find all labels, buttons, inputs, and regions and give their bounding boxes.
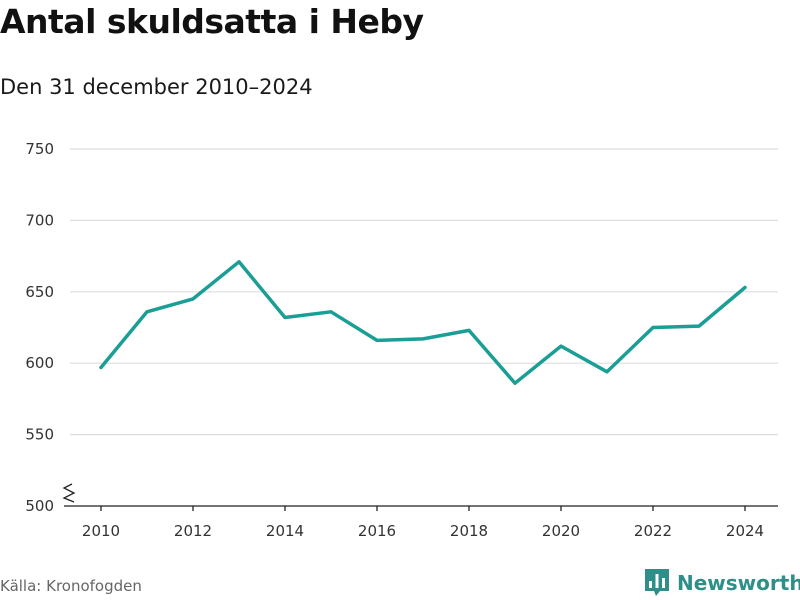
x-tick-label: 2012 xyxy=(174,522,212,540)
x-tick-label: 2016 xyxy=(358,522,396,540)
x-tick-label: 2010 xyxy=(82,522,120,540)
source-note: Källa: Kronofogden xyxy=(0,577,142,595)
y-tick-label: 500 xyxy=(25,497,54,515)
y-tick-label: 600 xyxy=(25,354,54,372)
data-point xyxy=(237,260,241,264)
data-point xyxy=(283,316,287,320)
data-point xyxy=(191,297,195,301)
y-axis-ticks: 500 550 600 650 700 750 xyxy=(25,140,54,515)
x-tick-label: 2024 xyxy=(726,522,764,540)
data-point xyxy=(329,310,333,314)
series-line xyxy=(99,260,747,385)
data-point xyxy=(375,338,379,342)
chart-subtitle: Den 31 december 2010–2024 xyxy=(0,75,313,99)
y-tick-label: 700 xyxy=(25,211,54,229)
x-tick-label: 2018 xyxy=(450,522,488,540)
y-tick-label: 550 xyxy=(25,426,54,444)
data-point xyxy=(513,381,517,385)
y-axis-break-icon xyxy=(62,483,76,503)
y-tick-label: 650 xyxy=(25,283,54,301)
data-point xyxy=(145,310,149,314)
grid-lines xyxy=(70,148,778,436)
y-tick-label: 750 xyxy=(25,140,54,158)
axis-break-zigzag xyxy=(62,483,76,503)
x-tick-label: 2020 xyxy=(542,522,580,540)
data-point xyxy=(559,344,563,348)
data-point xyxy=(605,370,609,374)
x-axis-ticks: 2010 2012 2014 2016 2018 2020 2022 2024 xyxy=(82,506,764,540)
brand-name: Newsworthy xyxy=(677,571,800,595)
chart-title: Antal skuldsatta i Heby xyxy=(0,2,424,41)
x-tick-label: 2022 xyxy=(634,522,672,540)
brand-logo: Newsworthy xyxy=(645,569,800,597)
data-point xyxy=(467,328,471,332)
data-point xyxy=(651,326,655,329)
data-point xyxy=(421,337,425,341)
data-series xyxy=(99,260,747,385)
bar-chart-logo-icon xyxy=(645,569,669,596)
data-point xyxy=(743,286,747,290)
data-point xyxy=(697,324,701,328)
x-tick-label: 2014 xyxy=(266,522,304,540)
data-point xyxy=(99,365,103,369)
